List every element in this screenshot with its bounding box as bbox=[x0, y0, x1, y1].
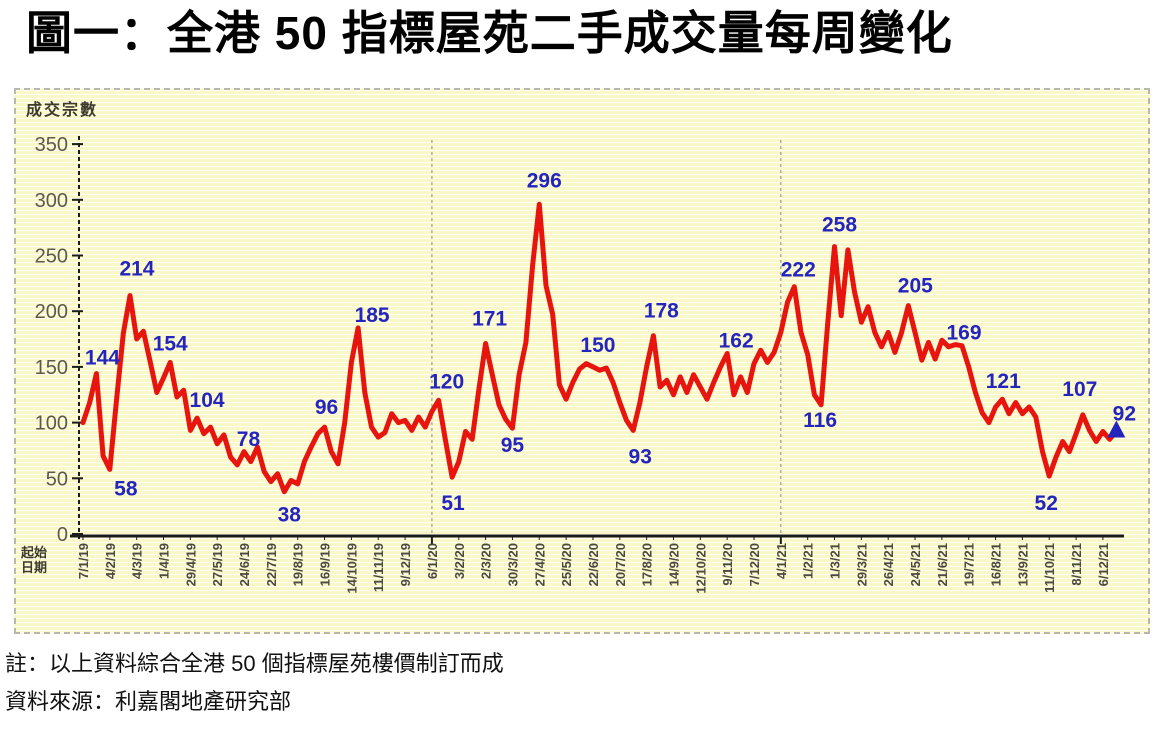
x-tick-label: 21/6/21 bbox=[935, 543, 950, 586]
x-tick-label: 11/10/21 bbox=[1042, 543, 1057, 593]
data-point-label: 58 bbox=[114, 477, 138, 500]
data-point-label: 51 bbox=[441, 492, 465, 515]
x-tick-label: 2/3/20 bbox=[479, 543, 494, 579]
x-tick-label: 9/11/20 bbox=[720, 543, 735, 586]
footnotes: 註：以上資料綜合全港 50 個指標屋苑樓價制訂而成 資料來源：利嘉閣地產研究部 bbox=[5, 645, 504, 721]
x-tick-label: 14/10/19 bbox=[344, 543, 359, 594]
data-point-label: 214 bbox=[119, 258, 154, 281]
x-tick-label: 1/4/19 bbox=[157, 543, 172, 579]
footnote-source-note: 註：以上資料綜合全港 50 個指標屋苑樓價制訂而成 bbox=[5, 651, 504, 676]
y-tick-label: 200 bbox=[35, 301, 68, 323]
latest-point-triangle-marker bbox=[1107, 420, 1126, 438]
transaction-volume-line-chart: 0 50 100 150 200 250 300 350 7/1/19 4/2/19 4/3/19 1… bbox=[35, 134, 1136, 594]
x-tick-label: 11/11/19 bbox=[371, 543, 386, 592]
x-tick-label: 7/12/20 bbox=[747, 543, 762, 586]
x-tick-label: 4/1/21 bbox=[774, 543, 789, 579]
x-tick-label: 13/9/21 bbox=[1015, 543, 1030, 586]
x-tick-label: 27/5/19 bbox=[210, 543, 225, 586]
x-axis-caption: 起始 日期 bbox=[21, 545, 47, 575]
data-point-label: 96 bbox=[315, 396, 338, 419]
data-point-label: 120 bbox=[429, 370, 464, 393]
x-tick-label: 17/8/20 bbox=[640, 543, 655, 586]
x-tick-label: 16/9/19 bbox=[318, 543, 333, 586]
y-axis-title: 成交宗數 bbox=[26, 102, 99, 119]
x-tick-label: 29/3/21 bbox=[854, 543, 869, 586]
transactions-trend-line bbox=[80, 201, 1119, 495]
x-tick-label: 22/7/19 bbox=[264, 543, 279, 586]
data-point-label: 150 bbox=[580, 334, 615, 357]
chart-plot-area: 0 50 100 150 200 250 300 350 7/1/19 4/2/19 4/3/19 1… bbox=[16, 90, 1148, 632]
x-tick-label: 27/4/20 bbox=[532, 543, 547, 586]
x-tick-label: 4/3/19 bbox=[130, 543, 145, 579]
x-tick-label: 9/12/19 bbox=[398, 543, 413, 586]
chart-title: 圖一：全港 50 指標屋苑二手成交量每周變化 bbox=[26, 7, 953, 59]
data-point-label: 144 bbox=[85, 347, 120, 370]
x-tick-label: 7/1/19 bbox=[76, 543, 91, 579]
data-point-label: 121 bbox=[986, 370, 1021, 393]
x-tick-label: 12/10/20 bbox=[693, 543, 708, 594]
data-point-label: 205 bbox=[898, 275, 933, 298]
x-tick-label: 6/12/21 bbox=[1096, 543, 1111, 586]
x-tick-label: 8/11/21 bbox=[1069, 543, 1084, 586]
x-tick-label: 29/4/19 bbox=[183, 543, 198, 586]
data-point-label: 154 bbox=[153, 332, 188, 355]
chart-panel: 成交宗數 0 50 100 150 200 250 300 350 7/1/19 4/2/19 4/… bbox=[14, 88, 1150, 634]
x-tick-label: 4/2/19 bbox=[103, 543, 118, 579]
data-point-label: 185 bbox=[355, 304, 390, 327]
y-tick-label: 100 bbox=[35, 413, 68, 435]
data-point-label: 92 bbox=[1113, 403, 1136, 426]
data-point-label: 258 bbox=[822, 214, 857, 237]
x-tick-label: 6/1/20 bbox=[425, 543, 440, 579]
y-tick-label: 0 bbox=[57, 524, 68, 546]
y-tick-label: 300 bbox=[35, 190, 68, 212]
data-point-label: 162 bbox=[719, 330, 754, 353]
data-point-label: 169 bbox=[946, 322, 981, 345]
data-point-label: 178 bbox=[644, 300, 679, 323]
x-tick-label: 20/7/20 bbox=[613, 543, 628, 586]
x-tick-label: 30/3/20 bbox=[505, 543, 520, 586]
x-tick-label: 1/3/21 bbox=[828, 543, 843, 579]
y-tick-label: 50 bbox=[46, 468, 68, 490]
x-tick-label: 24/5/21 bbox=[908, 543, 923, 586]
x-axis-caption-line1: 起始 bbox=[21, 545, 48, 560]
x-axis-caption-line2: 日期 bbox=[21, 560, 48, 575]
y-tick-label: 350 bbox=[35, 134, 68, 156]
data-point-label: 116 bbox=[803, 409, 837, 432]
x-tick-label: 24/6/19 bbox=[237, 543, 252, 586]
y-tick-label: 250 bbox=[35, 246, 68, 268]
x-tick-label: 19/8/19 bbox=[291, 543, 306, 586]
footnote-data-source: 資料來源：利嘉閣地產研究部 bbox=[5, 689, 292, 714]
x-tick-label: 16/8/21 bbox=[989, 543, 1004, 586]
data-point-label: 38 bbox=[278, 504, 302, 527]
data-point-label: 78 bbox=[237, 428, 261, 451]
data-point-label: 107 bbox=[1062, 378, 1097, 401]
x-tick-label: 3/2/20 bbox=[452, 543, 467, 579]
data-point-label: 93 bbox=[629, 445, 652, 468]
data-point-label: 104 bbox=[190, 389, 225, 412]
data-point-label: 52 bbox=[1035, 492, 1058, 515]
x-tick-label: 14/9/20 bbox=[666, 543, 681, 586]
data-point-label: 222 bbox=[781, 259, 816, 282]
x-tick-label: 25/5/20 bbox=[559, 543, 574, 586]
x-tick-label: 22/6/20 bbox=[586, 543, 601, 586]
data-point-label: 296 bbox=[527, 169, 562, 192]
data-point-label: 95 bbox=[501, 434, 525, 457]
data-point-label: 171 bbox=[472, 308, 507, 331]
x-tick-label: 19/7/21 bbox=[962, 543, 977, 586]
x-tick-label: 1/2/21 bbox=[801, 543, 816, 579]
y-tick-label: 150 bbox=[35, 357, 68, 379]
x-tick-label: 26/4/21 bbox=[881, 543, 896, 586]
